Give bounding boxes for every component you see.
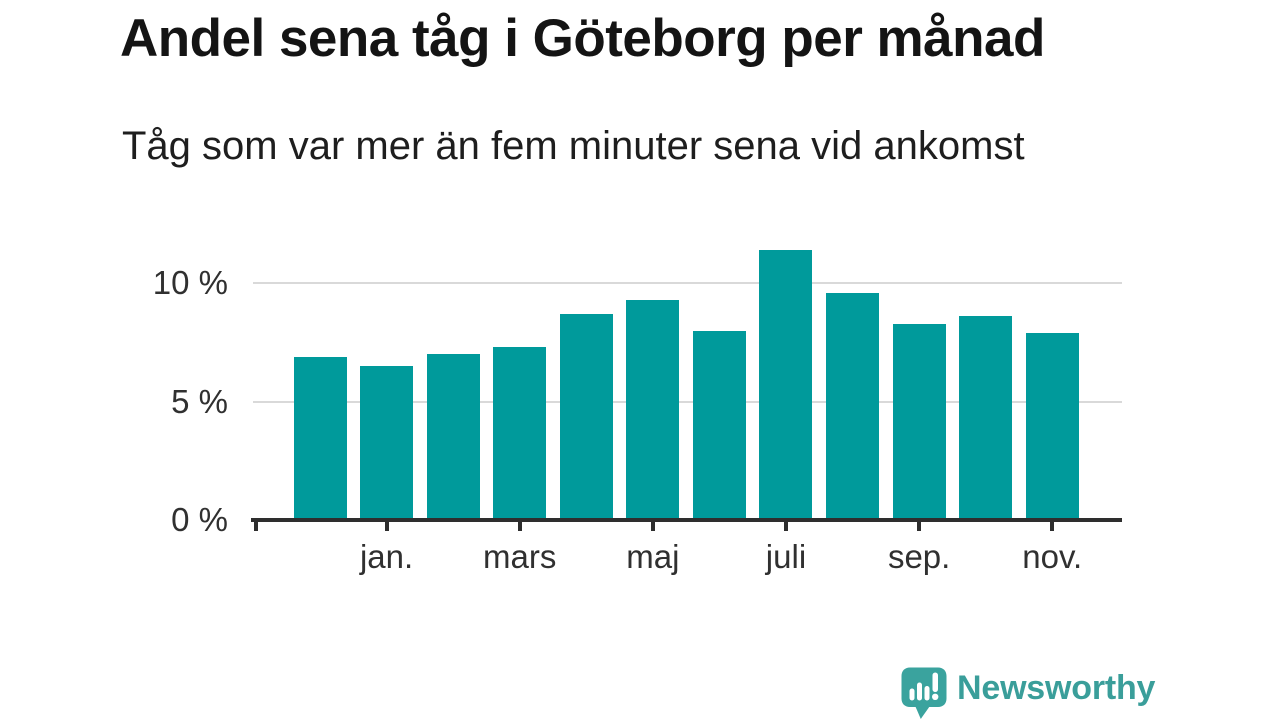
chart-subtitle: Tåg som var mer än fem minuter sena vid … xyxy=(122,124,1025,168)
x-axis-label: juli xyxy=(765,538,807,575)
mini-bar-2 xyxy=(917,682,922,701)
plot-area xyxy=(253,230,1122,520)
gridline-5 xyxy=(253,400,1122,403)
bar-mars xyxy=(493,347,547,520)
brand-name: Newsworthy xyxy=(957,669,1156,707)
bar-nov. xyxy=(1025,332,1079,520)
chart-title: Andel sena tåg i Göteborg per månad xyxy=(120,9,1045,68)
bar-apr. xyxy=(559,314,613,520)
exclamation-stroke xyxy=(932,672,938,692)
bar-jan. xyxy=(360,366,414,520)
bar-juli xyxy=(759,250,813,520)
bar-dec. xyxy=(293,356,347,520)
gridline-10 xyxy=(253,282,1122,285)
x-tick-nov. xyxy=(1050,522,1055,531)
bar-juni xyxy=(692,330,746,520)
y-axis-label: 0 % xyxy=(171,501,228,538)
x-axis-label: nov. xyxy=(1022,538,1083,575)
x-axis-line xyxy=(251,518,1122,522)
y-axis-label: 5 % xyxy=(171,382,228,420)
bar-okt. xyxy=(959,316,1013,520)
x-tick-maj xyxy=(650,522,655,531)
axis-start-tick xyxy=(254,522,258,531)
bar-feb. xyxy=(426,354,480,520)
mini-bar-3 xyxy=(924,686,930,701)
x-tick-sep. xyxy=(917,522,922,531)
speech-bubble-shape xyxy=(901,667,947,719)
x-tick-juli xyxy=(783,522,788,531)
x-tick-jan. xyxy=(384,522,389,531)
x-axis-label: jan. xyxy=(359,538,414,575)
x-axis-label: sep. xyxy=(887,538,951,575)
mini-bar-1 xyxy=(909,688,915,701)
y-axis-label: 10 % xyxy=(152,264,228,302)
newsworthy-bar-chart-speech-bubble-icon xyxy=(901,667,947,719)
x-axis-label: mars xyxy=(483,538,557,575)
bar-maj xyxy=(626,299,680,520)
exclamation-dot xyxy=(932,693,939,700)
newsworthy-logo: Newsworthy xyxy=(897,665,1177,720)
x-tick-mars xyxy=(517,522,522,531)
x-axis-label: maj xyxy=(626,538,680,575)
bar-sep. xyxy=(892,323,946,520)
bar-aug. xyxy=(826,292,880,520)
